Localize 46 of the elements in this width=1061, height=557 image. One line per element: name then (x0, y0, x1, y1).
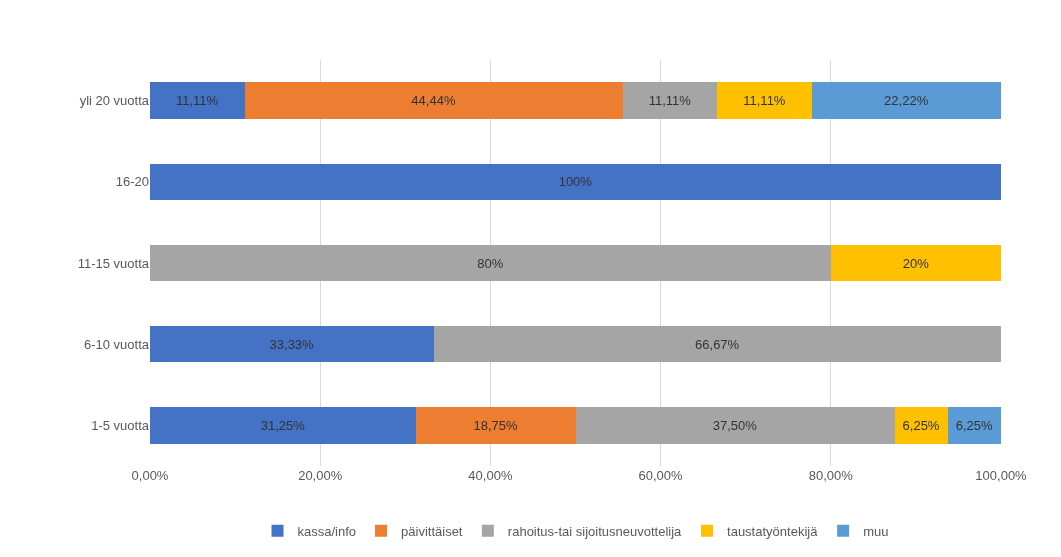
bar (575, 407, 895, 444)
data-label: 11,11% (648, 93, 692, 109)
data-label: 100% (558, 174, 593, 190)
y-tick-label: yli 20 vuotta (79, 93, 150, 109)
data-label: 37,50% (712, 417, 758, 433)
data-label: 80% (477, 255, 504, 271)
bar (244, 82, 623, 119)
bar (150, 244, 831, 282)
bar (150, 163, 1001, 201)
data-label: 6,25% (955, 417, 994, 433)
data-label: 11,11% (743, 93, 786, 109)
bar (811, 82, 1001, 119)
legend-label: muu (863, 523, 889, 539)
bar (150, 82, 245, 119)
x-tick-label: 20,00% (298, 468, 343, 483)
y-tick-label: 11-15 vuotta (77, 255, 150, 271)
legend-label: rahoitus-tai sijoitusneuvottelija (507, 523, 683, 539)
x-tick-label: 60,00% (638, 468, 684, 483)
y-tick-label: 16-20 (115, 174, 149, 190)
legend-label: päivittäiset (401, 523, 463, 539)
legend-label: kassa/info (297, 523, 357, 539)
x-tick-label: 0,00% (131, 468, 169, 483)
y-tick-label: 1-5 vuotta (91, 417, 150, 433)
data-label: 6,25% (902, 417, 940, 433)
data-label: 33,33% (269, 336, 315, 352)
bar (150, 325, 434, 363)
data-label: 11,11% (175, 93, 219, 109)
bar (433, 325, 1001, 363)
x-tick-label: 100,00% (975, 468, 1028, 483)
data-label: 22,22% (884, 93, 929, 109)
bar (622, 82, 718, 119)
bar (415, 407, 576, 444)
data-label: 20% (902, 255, 930, 271)
x-tick-label: 80,00% (808, 468, 854, 483)
bar (830, 244, 1001, 282)
bar (947, 407, 1001, 444)
x-tick-label: 40,00% (468, 468, 513, 483)
bar (150, 407, 416, 444)
bar (894, 407, 948, 444)
data-label: 31,25% (260, 417, 306, 433)
data-label: 18,75% (473, 417, 518, 433)
data-label: 66,67% (695, 336, 740, 352)
y-tick-label: 6-10 vuotta (83, 336, 150, 352)
legend-label: taustatyöntekijä (727, 523, 819, 539)
bar (717, 82, 812, 119)
data-label: 44,44% (411, 93, 456, 109)
